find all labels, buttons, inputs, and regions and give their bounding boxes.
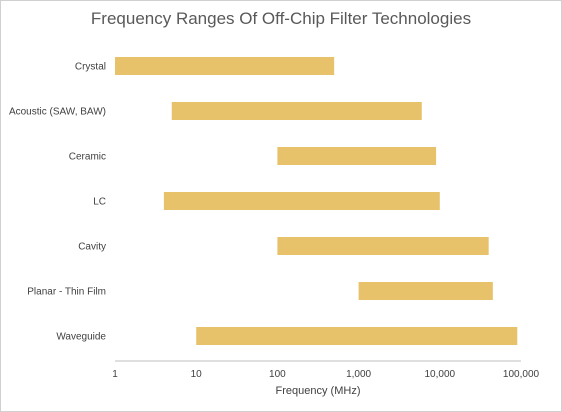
x-tick-label: 1,000	[346, 369, 371, 380]
bar-lc	[163, 192, 440, 210]
category-label: Waveguide	[56, 332, 106, 343]
x-tick-label: 10	[191, 369, 203, 380]
bar-planar-thin-film	[358, 282, 493, 300]
category-label: Planar - Thin Film	[27, 287, 106, 298]
bar-ceramic	[277, 147, 437, 165]
category-label: Ceramic	[69, 152, 106, 163]
category-label: LC	[93, 197, 106, 208]
category-label: Acoustic (SAW, BAW)	[9, 107, 106, 118]
x-tick-label: 100	[269, 369, 286, 380]
category-labels: Crystal Acoustic (SAW, BAW) Ceramic LC Cavit…	[9, 62, 106, 343]
category-label: Crystal	[75, 62, 106, 73]
category-label: Cavity	[78, 242, 106, 253]
bars-layer	[115, 57, 518, 345]
chart-title: Frequency Ranges Of Off-Chip Filter Tech…	[90, 9, 472, 28]
bar-waveguide	[196, 327, 518, 345]
bar-crystal	[115, 57, 335, 75]
bar-cavity	[277, 237, 489, 255]
x-tick-label: 100,000	[503, 369, 540, 380]
x-tick-label: 1	[112, 369, 118, 380]
bar-acoustic-saw-baw	[171, 102, 422, 120]
x-tick-labels: 1 10 100 1,000 10,000 100,000	[112, 369, 539, 380]
x-tick-label: 10,000	[425, 369, 456, 380]
x-axis-title: Frequency (MHz)	[276, 385, 361, 397]
